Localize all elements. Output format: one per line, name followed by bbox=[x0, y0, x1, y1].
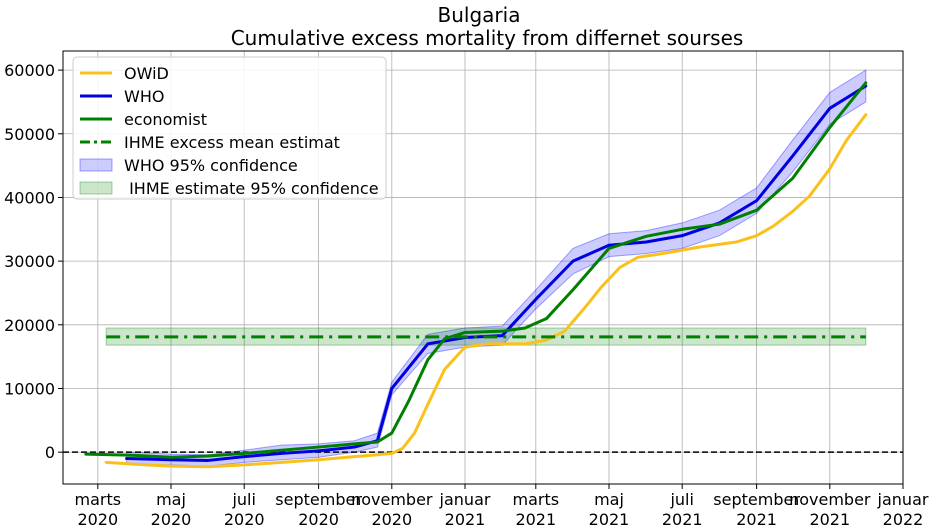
legend-label-who: WHO bbox=[124, 87, 164, 106]
chart-subtitle: Cumulative excess mortality from differn… bbox=[231, 26, 744, 50]
x-tick-label: maj bbox=[594, 490, 624, 509]
y-axis-ticks: 0 10000 20000 30000 40000 50000 60000 bbox=[4, 61, 63, 462]
series-owid bbox=[104, 113, 868, 469]
x-tick-year: 2021 bbox=[515, 510, 556, 529]
x-tick-year: 2020 bbox=[371, 510, 412, 529]
x-tick-label: juli bbox=[669, 490, 693, 509]
x-tick-label: september bbox=[713, 490, 800, 509]
x-tick-label: marts bbox=[75, 490, 122, 509]
y-tick-label: 60000 bbox=[4, 61, 55, 80]
legend-label-ihme-estimate-95-confidence: IHME estimate 95% confidence bbox=[124, 179, 379, 198]
legend-label-owid: OWiD bbox=[124, 64, 169, 83]
x-tick-year: 2022 bbox=[883, 510, 924, 529]
x-tick-year: 2021 bbox=[589, 510, 630, 529]
x-tick-label: september bbox=[275, 490, 362, 509]
legend-swatch-ihme-estimate-95-confidence bbox=[79, 181, 113, 195]
x-axis-ticks: marts2020maj2020juli2020september2020nov… bbox=[75, 484, 929, 529]
legend-box bbox=[72, 56, 387, 200]
legend: OWiD WHO economist IHME excess mean estimat… bbox=[72, 56, 387, 200]
x-tick-year: 2020 bbox=[151, 510, 192, 529]
series-lines bbox=[84, 81, 868, 469]
y-tick-label: 10000 bbox=[4, 379, 55, 398]
y-tick-label: 0 bbox=[45, 443, 55, 462]
x-tick-year: 2020 bbox=[298, 510, 339, 529]
x-tick-label: maj bbox=[156, 490, 186, 509]
x-tick-label: november bbox=[351, 490, 433, 509]
x-tick-year: 2021 bbox=[809, 510, 850, 529]
legend-label-economist: economist bbox=[124, 110, 207, 129]
legend-label-who-95-confidence: WHO 95% confidence bbox=[124, 156, 298, 175]
y-tick-label: 30000 bbox=[4, 252, 55, 271]
legend-swatch-who-95-confidence bbox=[79, 158, 113, 172]
x-tick-label: marts bbox=[513, 490, 560, 509]
x-tick-year: 2020 bbox=[224, 510, 265, 529]
x-tick-label: november bbox=[789, 490, 871, 509]
x-tick-year: 2021 bbox=[445, 510, 486, 529]
x-tick-year: 2021 bbox=[662, 510, 703, 529]
plot-frame bbox=[62, 50, 904, 485]
x-tick-label: januar bbox=[877, 490, 929, 509]
y-tick-label: 20000 bbox=[4, 316, 55, 335]
chart-title: Bulgaria bbox=[438, 3, 521, 27]
x-tick-year: 2020 bbox=[77, 510, 118, 529]
y-tick-label: 40000 bbox=[4, 188, 55, 207]
legend-label-ihme-excess-mean-estimat: IHME excess mean estimat bbox=[124, 133, 340, 152]
x-tick-label: januar bbox=[439, 490, 491, 509]
band-who-95-confidence bbox=[126, 69, 867, 467]
y-tick-label: 50000 bbox=[4, 125, 55, 144]
x-tick-label: juli bbox=[231, 490, 255, 509]
x-tick-year: 2021 bbox=[736, 510, 777, 529]
